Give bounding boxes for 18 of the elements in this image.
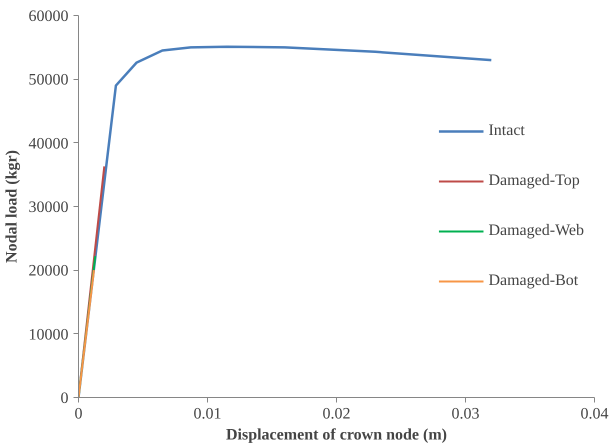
y-tick-label: 0 [60,390,68,407]
x-axis-title: Displacement of crown node (m) [226,426,448,444]
x-tick-label: 0.03 [452,406,480,422]
x-tick-label: 0 [74,406,82,422]
y-tick-label: 10000 [28,326,68,344]
y-tick-label: 30000 [28,199,68,216]
y-tick-label: 20000 [28,262,68,280]
legend-label: Damaged-Top [488,172,580,190]
legend-label: Intact [488,122,525,140]
x-tick-label: 0.02 [322,406,350,422]
y-tick-label: 60000 [28,8,68,25]
y-tick-label: 40000 [28,135,68,152]
legend-label: Damaged-Bot [488,272,578,290]
x-tick-label: 0.01 [194,406,222,422]
y-axis-title: Nodal load (kgr) [4,150,20,263]
y-tick-label: 50000 [28,72,68,89]
legend-label: Damaged-Web [488,222,584,240]
x-tick-label: 0.04 [580,406,608,422]
